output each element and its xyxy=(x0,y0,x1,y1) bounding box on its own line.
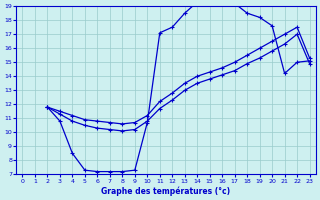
X-axis label: Graphe des températures (°c): Graphe des températures (°c) xyxy=(101,186,231,196)
